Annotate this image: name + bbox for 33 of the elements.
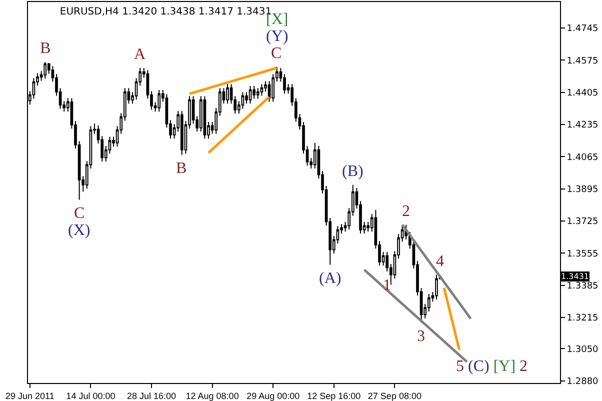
- y-tick-label: 1.4065: [566, 152, 598, 163]
- y-tick-label: 1.3895: [566, 184, 598, 195]
- annotation: (A): [319, 270, 342, 287]
- y-tick-label: 1.3725: [566, 217, 598, 228]
- annotation: 4: [436, 253, 444, 270]
- annotation: A: [134, 46, 146, 63]
- annotation: (B): [342, 163, 364, 180]
- x-tick-label: 29 Jun 2011: [5, 390, 54, 401]
- x-tick-label: 12 Aug 08:00: [186, 390, 239, 401]
- x-tick-label: 12 Sep 16:00: [307, 390, 361, 401]
- annotation: 1.3431: [561, 272, 589, 281]
- x-tick-label: 14 Jul 00:00: [66, 390, 116, 401]
- y-tick-label: 1.4575: [566, 56, 598, 66]
- annotation: 3: [417, 328, 425, 345]
- y-tick-label: 1.3385: [566, 281, 598, 292]
- y-tick-label: 1.3215: [566, 314, 598, 324]
- annotation: (X): [68, 222, 90, 239]
- y-tick-label: 1.3555: [566, 249, 598, 260]
- y-tick-label: 1.4405: [566, 88, 598, 98]
- annotation: C: [74, 205, 85, 222]
- annotation: 2: [402, 203, 410, 220]
- annotation: B: [40, 40, 51, 57]
- annotation: (Y): [266, 28, 288, 45]
- y-tick-label: 1.3050: [566, 344, 599, 355]
- y-tick-label: 1.4745: [566, 24, 598, 34]
- annotation: 5 (C) [Y] 2: [456, 358, 528, 375]
- x-tick-label: 27 Sep 08:00: [368, 390, 422, 401]
- y-tick-label: 1.2880: [566, 377, 599, 388]
- x-tick-label: 29 Aug 00:00: [246, 390, 300, 401]
- annotation: B: [176, 160, 187, 177]
- annotation: C: [271, 45, 282, 62]
- y-tick-label: 1.4235: [566, 120, 598, 131]
- x-tick-label: 28 Jul 16:00: [126, 390, 176, 401]
